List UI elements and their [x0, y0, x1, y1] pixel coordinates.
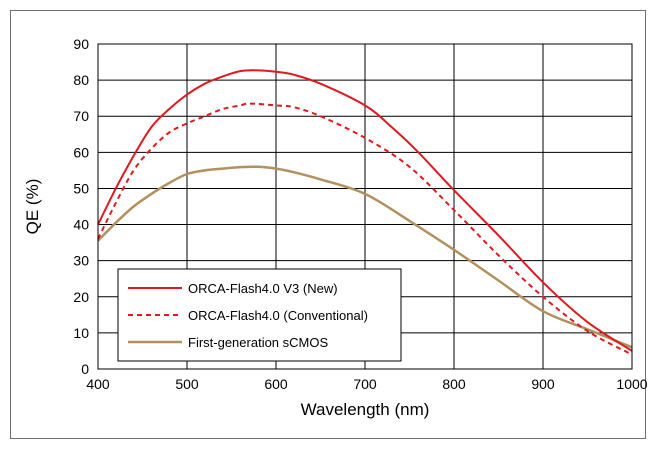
x-tick-label: 700 [353, 376, 377, 392]
x-tick-label: 400 [86, 376, 110, 392]
y-tick-label: 80 [73, 72, 89, 88]
y-tick-label: 50 [73, 180, 89, 196]
x-tick-label: 500 [175, 376, 199, 392]
legend-label-conventional: ORCA-Flash4.0 (Conventional) [188, 308, 368, 323]
plot-border [97, 43, 633, 370]
series-line-first-gen [97, 165, 633, 349]
y-tick-label: 60 [73, 144, 89, 160]
series-lines [97, 69, 633, 356]
y-tick-label: 0 [81, 361, 89, 377]
y-tick-label: 40 [73, 217, 89, 233]
x-tick-label: 800 [442, 376, 466, 392]
series-line-conventional [97, 102, 633, 356]
y-axis-title: QE (%) [23, 179, 42, 235]
legend-box [117, 268, 402, 362]
x-tick-label: 900 [531, 376, 555, 392]
x-tick-label: 1000 [616, 376, 647, 392]
legend: ORCA-Flash4.0 V3 (New) ORCA-Flash4.0 (Co… [117, 268, 402, 362]
y-tick-label: 90 [73, 36, 89, 52]
chart-frame: 0 10 20 30 40 50 60 70 80 90 400 500 600 700 800 900 100… [10, 10, 647, 439]
series-line-v3 [97, 69, 633, 352]
y-tick-label: 30 [73, 253, 89, 269]
legend-label-first-gen: First-generation sCMOS [188, 335, 328, 350]
qe-chart: 0 10 20 30 40 50 60 70 80 90 400 500 600 700 800 900 100… [23, 36, 647, 419]
legend-label-v3: ORCA-Flash4.0 V3 (New) [188, 281, 338, 296]
tick-labels: 0 10 20 30 40 50 60 70 80 90 400 500 600 700 800 900 100… [73, 36, 647, 392]
x-tick-label: 600 [264, 376, 288, 392]
x-axis-title: Wavelength (nm) [301, 400, 430, 419]
y-tick-label: 20 [73, 289, 89, 305]
y-tick-label: 10 [73, 325, 89, 341]
y-tick-label: 70 [73, 108, 89, 124]
